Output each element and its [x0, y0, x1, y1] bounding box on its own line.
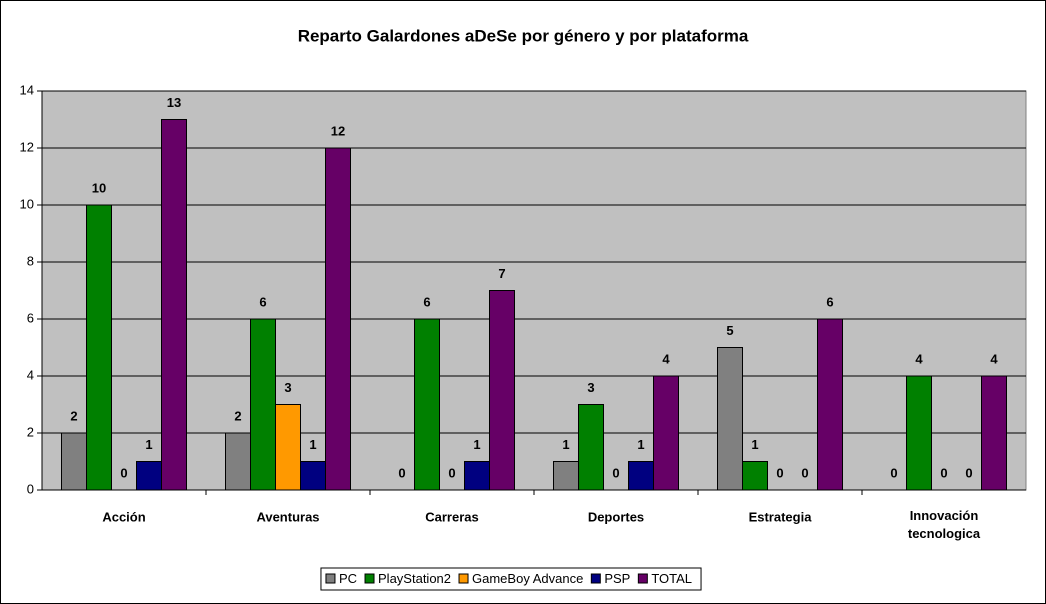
chart-title: Reparto Galardones aDeSe por género y po… — [298, 26, 749, 45]
bar — [161, 119, 187, 491]
value-label: 1 — [562, 437, 569, 452]
legend-label: GameBoy Advance — [472, 571, 583, 586]
value-label: 0 — [776, 465, 783, 480]
y-tick-label: 4 — [27, 367, 34, 382]
bar — [61, 432, 87, 491]
plot-area — [41, 90, 1027, 491]
bar — [981, 375, 1007, 491]
bar — [325, 147, 351, 491]
bar — [742, 461, 768, 491]
bar — [250, 318, 276, 491]
value-label: 7 — [498, 266, 505, 281]
value-label: 4 — [662, 351, 670, 366]
bar — [553, 461, 579, 491]
x-tick-label: Estrategia — [749, 509, 813, 524]
legend — [320, 567, 702, 591]
x-tick-label: Acción — [102, 509, 145, 524]
bar — [136, 461, 162, 491]
y-tick-label: 6 — [27, 310, 34, 325]
legend-label: TOTAL — [651, 571, 692, 586]
value-label: 1 — [145, 437, 152, 452]
value-label: 2 — [70, 408, 77, 423]
value-label: 13 — [167, 95, 181, 110]
y-tick-label: 10 — [20, 196, 34, 211]
value-label: 0 — [940, 465, 947, 480]
value-label: 1 — [309, 437, 316, 452]
value-label: 4 — [990, 351, 998, 366]
legend-swatch — [458, 573, 469, 584]
bar — [578, 404, 604, 491]
value-label: 2 — [234, 408, 241, 423]
value-label: 0 — [120, 465, 127, 480]
value-label: 10 — [92, 180, 106, 195]
bar — [906, 375, 932, 491]
legend-swatch — [637, 573, 648, 584]
x-tick-label: Carreras — [425, 509, 479, 524]
value-label: 0 — [448, 465, 455, 480]
bar — [464, 461, 490, 491]
legend-label: PlayStation2 — [378, 571, 451, 586]
value-label: 6 — [259, 294, 266, 309]
value-label: 0 — [398, 465, 405, 480]
bar — [717, 347, 743, 491]
bar — [275, 404, 301, 491]
bar — [628, 461, 654, 491]
y-tick-label: 8 — [27, 253, 34, 268]
value-label: 4 — [915, 351, 923, 366]
legend-swatch — [325, 573, 336, 584]
value-label: 3 — [587, 380, 594, 395]
value-label: 0 — [801, 465, 808, 480]
bar — [489, 290, 515, 491]
value-label: 5 — [726, 323, 733, 338]
legend-swatch — [364, 573, 375, 584]
value-label: 0 — [965, 465, 972, 480]
value-label: 1 — [751, 437, 758, 452]
y-tick-label: 12 — [20, 139, 34, 154]
bar — [86, 204, 112, 491]
value-label: 0 — [612, 465, 619, 480]
x-tick-label: Innovación tecnologica — [908, 508, 981, 541]
value-label: 6 — [826, 294, 833, 309]
y-tick-label: 2 — [27, 424, 34, 439]
value-label: 12 — [331, 123, 345, 138]
legend-label: PSP — [604, 571, 630, 586]
x-tick-label: Aventuras — [256, 509, 319, 524]
legend-swatch — [590, 573, 601, 584]
value-label: 3 — [284, 380, 291, 395]
bar — [817, 318, 843, 491]
value-label: 6 — [423, 294, 430, 309]
value-label: 1 — [473, 437, 480, 452]
x-tick-label: Deportes — [588, 509, 644, 524]
y-tick-label: 14 — [20, 82, 34, 97]
bar — [300, 461, 326, 491]
y-tick-label: 0 — [27, 481, 34, 496]
legend-label: PC — [339, 571, 357, 586]
value-label: 1 — [637, 437, 644, 452]
bar — [653, 375, 679, 491]
bar — [225, 432, 251, 491]
bar — [414, 318, 440, 491]
value-label: 0 — [890, 465, 897, 480]
